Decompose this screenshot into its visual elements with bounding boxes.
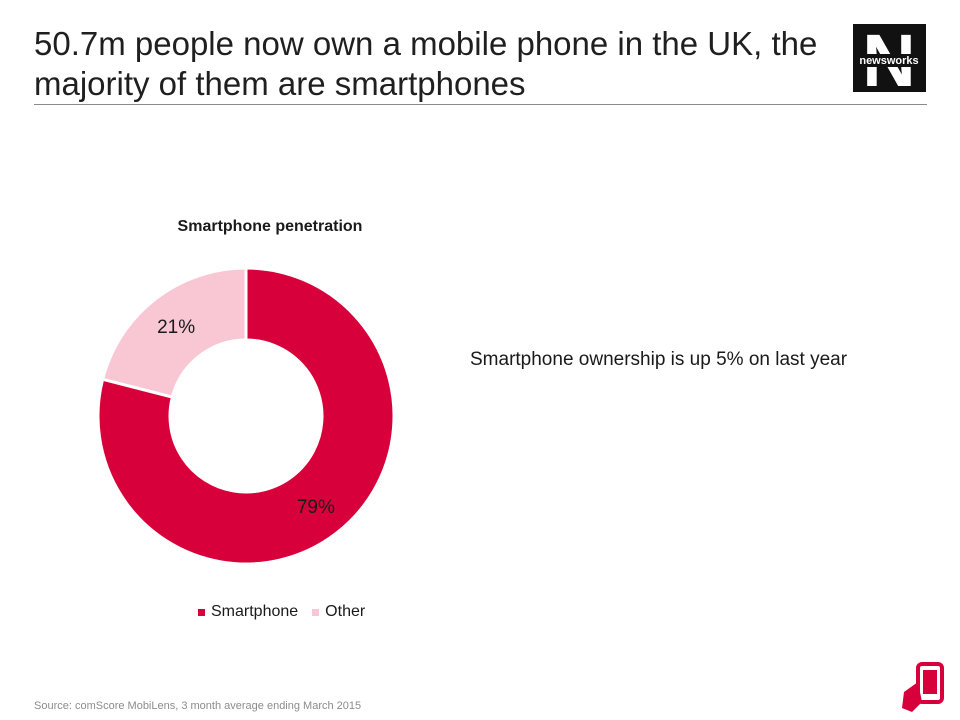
data-label-other: 21% xyxy=(157,317,195,338)
title-divider xyxy=(34,104,927,105)
legend-item-smartphone: Smartphone xyxy=(198,603,298,621)
mobile-phone-icon xyxy=(902,662,944,712)
legend-swatch-smartphone xyxy=(198,608,205,616)
slice-smartphone xyxy=(96,266,396,566)
newsworks-logo: N newsworks xyxy=(853,24,926,92)
legend-swatch-other xyxy=(312,608,320,616)
slice-other xyxy=(100,266,248,399)
legend-item-other: Other xyxy=(312,603,365,621)
legend-label-other: Other xyxy=(325,603,366,620)
ownership-note: Smartphone ownership is up 5% on last ye… xyxy=(470,349,848,370)
slide-title: 50.7m people now own a mobile phone in t… xyxy=(34,25,818,102)
legend-label-smartphone: Smartphone xyxy=(211,603,299,620)
source-note: Source: comScore MobiLens, 3 month avera… xyxy=(34,700,362,712)
chart-legend: Smartphone Other xyxy=(198,603,379,621)
chart-title: Smartphone penetration xyxy=(177,218,363,235)
data-label-smartphone: 79% xyxy=(297,497,335,518)
logo-wordmark: newsworks xyxy=(859,55,918,67)
